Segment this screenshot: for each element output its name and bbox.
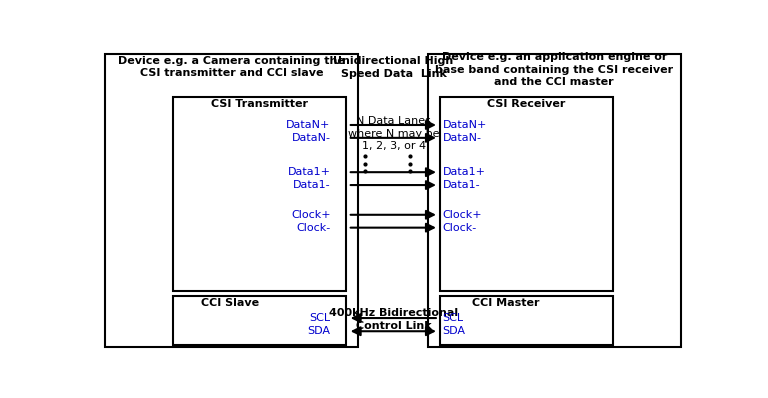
Text: Unidirectional High
Speed Data  Link: Unidirectional High Speed Data Link: [333, 57, 454, 79]
Text: 400kHz Bidirectional
Control Link: 400kHz Bidirectional Control Link: [329, 308, 458, 331]
Text: Clock+: Clock+: [442, 210, 482, 220]
Text: Data1+: Data1+: [287, 167, 330, 177]
Text: Data1-: Data1-: [442, 180, 480, 190]
Bar: [428, 54, 681, 347]
Bar: [440, 296, 613, 345]
Bar: [174, 296, 346, 345]
Text: SCL: SCL: [310, 313, 330, 323]
Text: Clock-: Clock-: [296, 222, 330, 233]
Text: DataN+: DataN+: [442, 120, 487, 130]
Text: Clock+: Clock+: [291, 210, 330, 220]
Text: Device e.g. an application engine or
base band containing the CSI receiver
and t: Device e.g. an application engine or bas…: [435, 53, 674, 87]
Text: SDA: SDA: [307, 326, 330, 336]
Text: Data1+: Data1+: [442, 167, 485, 177]
Bar: [105, 54, 358, 347]
Text: Clock-: Clock-: [442, 222, 477, 233]
Text: CSI Receiver: CSI Receiver: [487, 100, 565, 109]
Bar: [440, 97, 613, 291]
Text: DataN+: DataN+: [286, 120, 330, 130]
Text: CSI Transmitter: CSI Transmitter: [211, 100, 308, 109]
Text: DataN-: DataN-: [292, 133, 330, 143]
Bar: [174, 97, 346, 291]
Text: DataN-: DataN-: [442, 133, 482, 143]
Text: CCI Slave: CCI Slave: [201, 298, 259, 308]
Text: Data1-: Data1-: [293, 180, 330, 190]
Text: CCI Master: CCI Master: [472, 298, 539, 308]
Text: N Data Lanes
where N may be
1, 2, 3, or 4: N Data Lanes where N may be 1, 2, 3, or …: [348, 116, 439, 151]
Text: Device e.g. a Camera containing the
CSI transmitter and CCI slave: Device e.g. a Camera containing the CSI …: [118, 56, 345, 78]
Text: SCL: SCL: [442, 313, 464, 323]
Text: SDA: SDA: [442, 326, 465, 336]
